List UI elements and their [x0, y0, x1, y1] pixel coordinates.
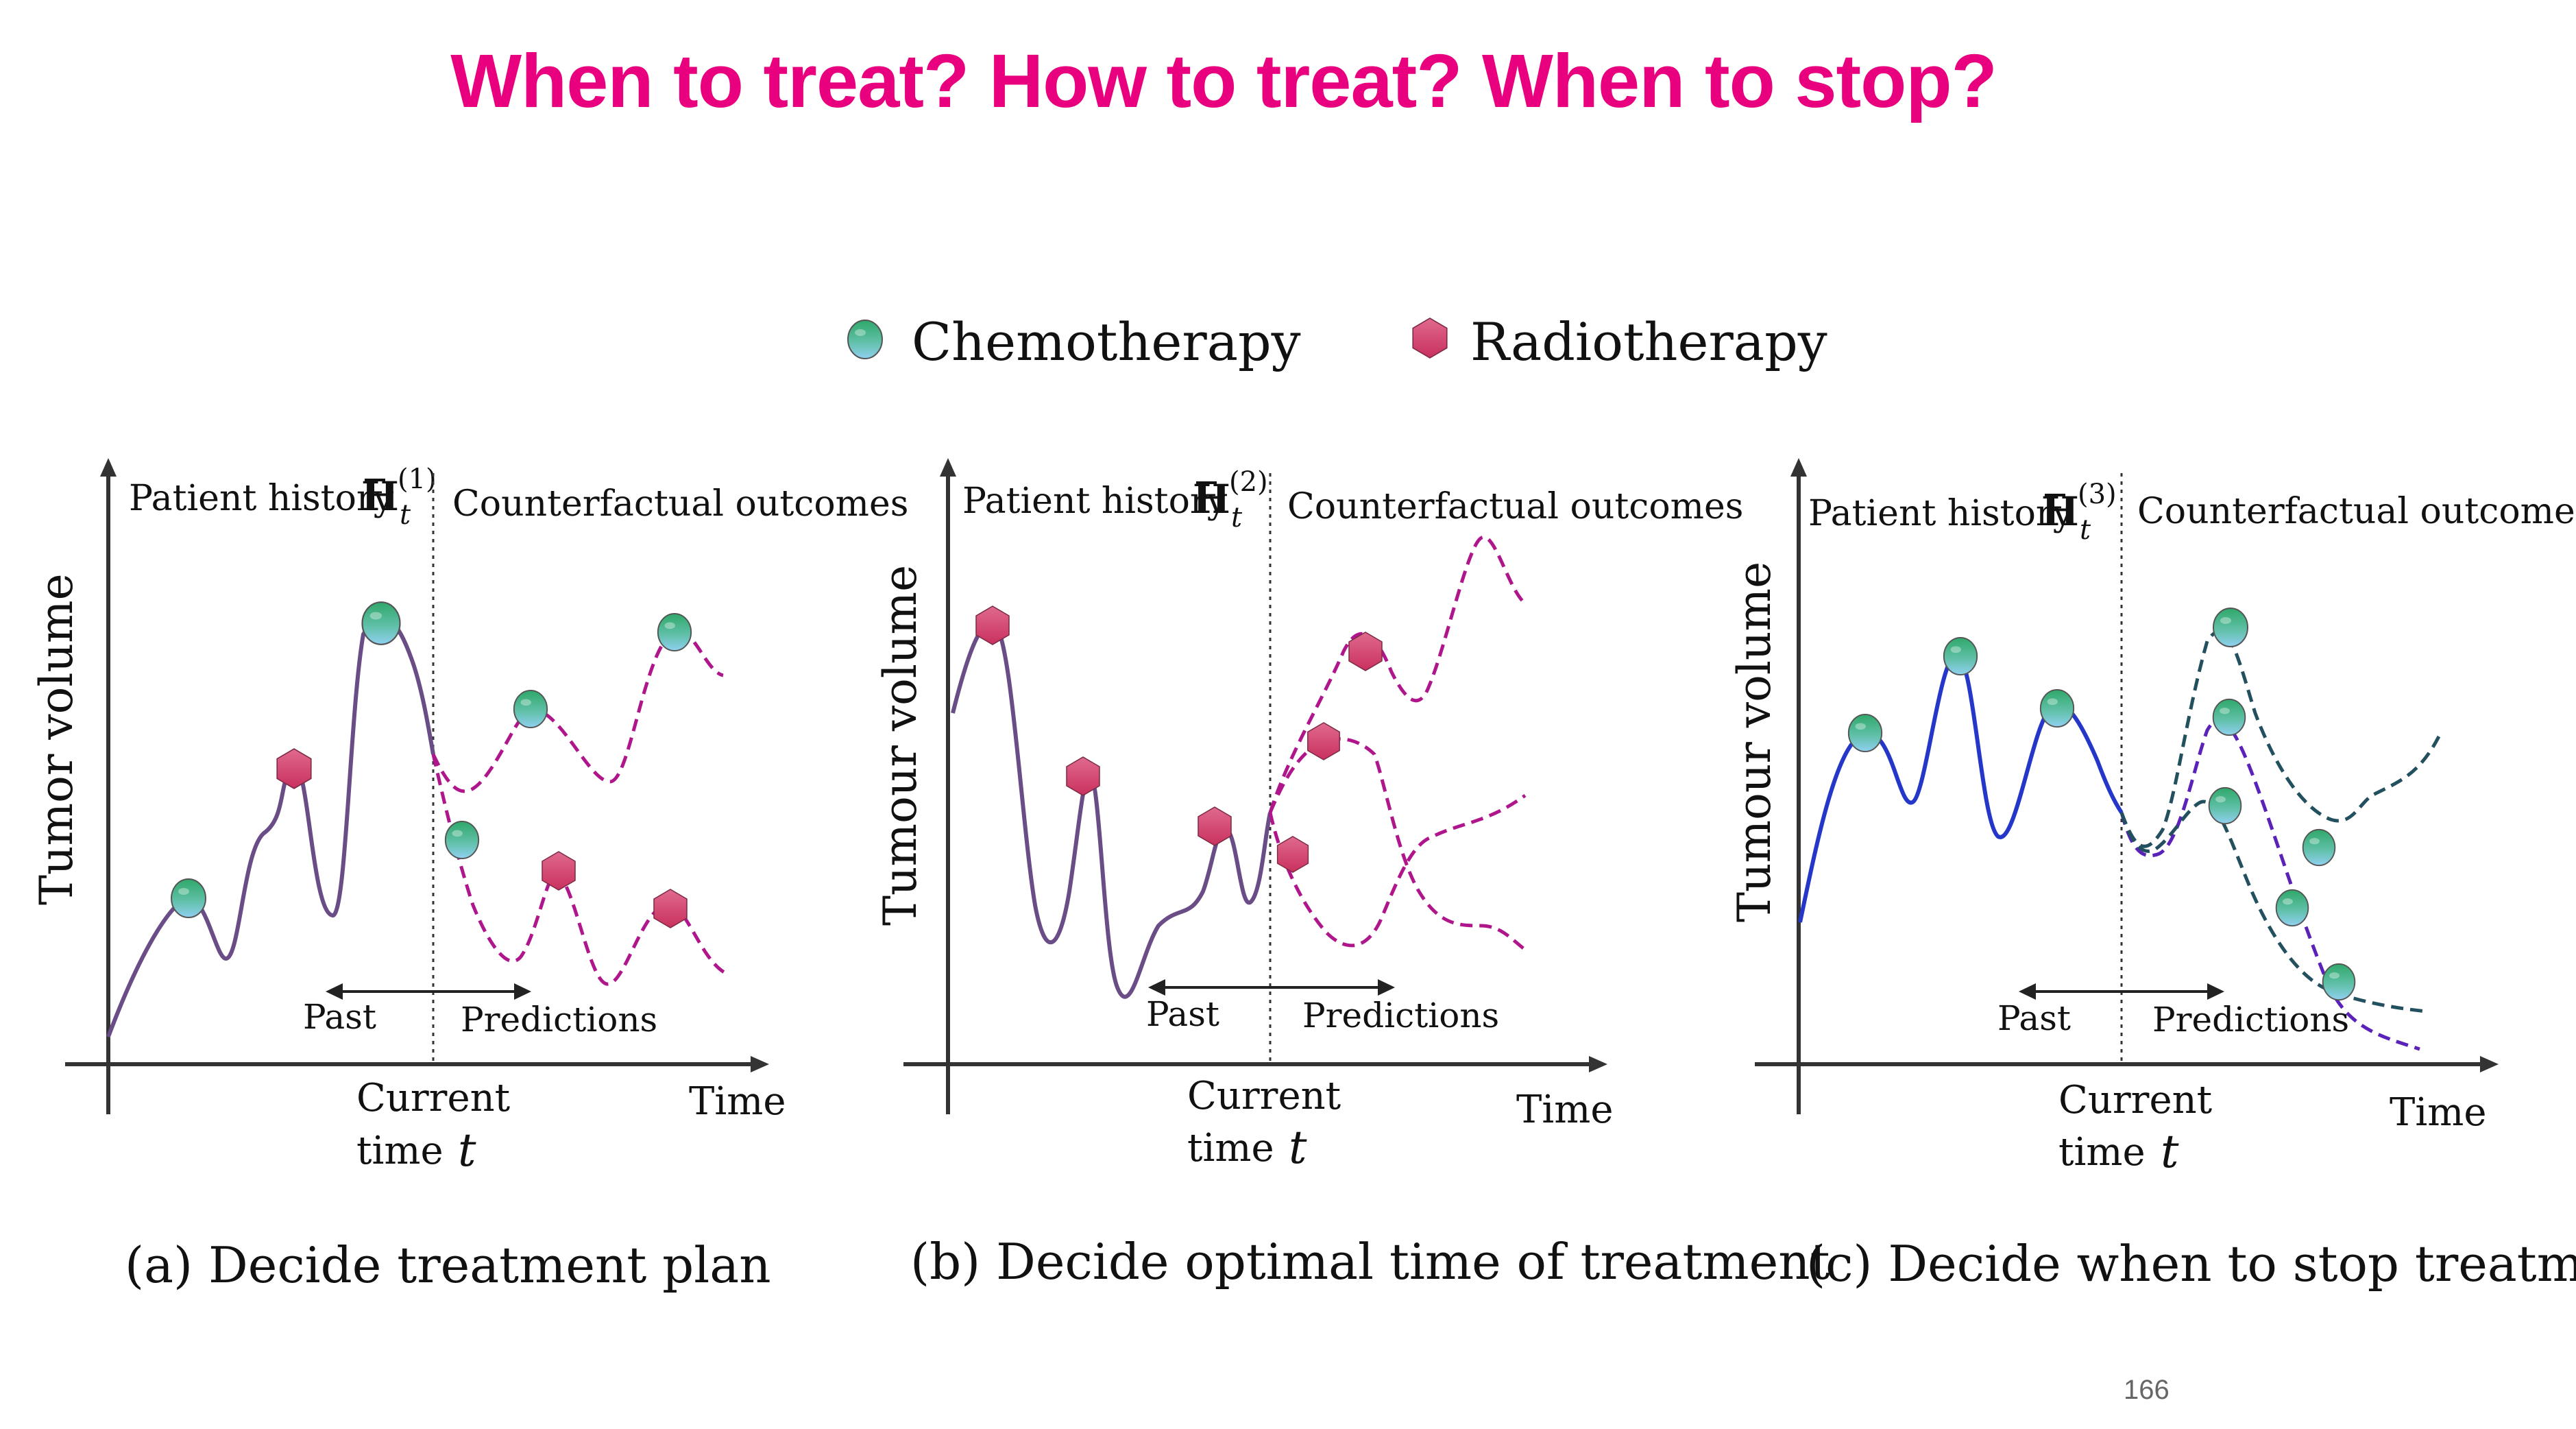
prediction-curve-lower: [1268, 793, 1527, 948]
slide-title: When to treat? How to treat? When to sto…: [450, 39, 1997, 123]
legend-radiotherapy-label: Radiotherapy: [1470, 311, 1827, 372]
patient-history-curve: [1798, 653, 2124, 923]
y-axis-label: Tumor volume: [30, 573, 83, 905]
chemotherapy-marker: [2322, 963, 2356, 1001]
history-symbol: H t (2): [1193, 466, 1268, 533]
chemotherapy-marker: [1943, 636, 1978, 676]
predictions-label: Predictions: [461, 1000, 657, 1040]
radiotherapy-marker: [1307, 722, 1340, 760]
chemotherapy-marker: [2039, 688, 2075, 728]
panel-b: Tumour volume Patient history H t (2) Co…: [874, 458, 1830, 1290]
panel-caption: (b) Decide optimal time of treatment: [910, 1233, 1830, 1290]
radiotherapy-marker: [653, 889, 688, 928]
chemotherapy-marker: [1847, 713, 1883, 753]
radiotherapy-marker: [975, 605, 1010, 645]
current-time-variable: t: [2161, 1125, 2179, 1178]
current-time-label: Current: [356, 1076, 511, 1120]
svg-text:(2): (2): [1229, 466, 1268, 498]
chemotherapy-marker: [2302, 828, 2336, 867]
y-axis-label: Tumour volume: [1728, 562, 1781, 922]
radiotherapy-marker: [1198, 806, 1232, 846]
chemotherapy-marker: [657, 612, 692, 652]
chemotherapy-marker: [171, 878, 206, 918]
prediction-curve-purple: [2119, 719, 2420, 1051]
chemotherapy-marker: [2213, 608, 2248, 647]
panel-c: Tumour volume Patient history H t (3) Co…: [1728, 458, 2576, 1293]
current-time-label-line2: time: [356, 1129, 443, 1173]
current-time-variable: t: [1289, 1121, 1307, 1174]
time-axis-label: Time: [2390, 1090, 2487, 1135]
radiotherapy-marker: [1276, 836, 1309, 873]
svg-text:t: t: [2080, 514, 2091, 546]
prediction-curve-upper: [1268, 535, 1527, 813]
patient-history-curve: [106, 616, 435, 1038]
panel-a: Tumor volume Patient history H t (1) Cou…: [30, 458, 908, 1294]
radiotherapy-marker: [276, 748, 312, 789]
panel-caption: (c) Decide when to stop treatment: [1806, 1235, 2576, 1293]
radiotherapy-icon: [1412, 317, 1448, 359]
past-label: Past: [1146, 994, 1219, 1034]
predictions-label: Predictions: [2152, 1000, 2349, 1040]
history-label: Patient history: [962, 481, 1228, 522]
past-label: Past: [303, 997, 376, 1037]
chemotherapy-marker: [2208, 786, 2242, 825]
counterfactual-label: Counterfactual outcomes: [452, 483, 908, 525]
chemotherapy-marker: [361, 601, 401, 645]
current-time-label-line2: time: [2058, 1130, 2146, 1175]
time-axis-label: Time: [1516, 1088, 1614, 1132]
history-symbol: H t (1): [361, 464, 437, 531]
prediction-curve-teal-upper: [2119, 629, 2442, 848]
chemotherapy-marker: [2212, 698, 2246, 736]
history-label: Patient history: [1808, 493, 2074, 534]
panel-caption: (a) Decide treatment plan: [125, 1236, 771, 1294]
time-axis-label: Time: [689, 1079, 786, 1124]
page-number: 166: [2124, 1375, 2170, 1405]
prediction-curve-middle: [1268, 737, 1527, 951]
counterfactual-label: Counterfactual outcomes: [2137, 491, 2576, 532]
y-axis-label: Tumour volume: [874, 565, 927, 926]
current-time-label: Current: [2058, 1078, 2213, 1122]
svg-text:t: t: [400, 499, 411, 531]
current-time-variable: t: [458, 1124, 476, 1177]
current-time-label-line2: time: [1187, 1126, 1274, 1170]
svg-text:(3): (3): [2078, 479, 2117, 510]
legend-chemotherapy-label: Chemotherapy: [912, 311, 1301, 372]
counterfactual-label: Counterfactual outcomes: [1287, 486, 1743, 527]
svg-text:(1): (1): [398, 464, 437, 495]
history-symbol: H t (3): [2041, 479, 2117, 546]
history-label: Patient history: [129, 478, 394, 519]
prediction-curve-upper: [431, 628, 724, 793]
prediction-curve-teal-lower: [2119, 800, 2427, 1013]
chemotherapy-marker: [2275, 889, 2309, 927]
prediction-curve-lower: [431, 754, 728, 986]
predictions-label: Predictions: [1302, 996, 1499, 1035]
legend: Chemotherapy Radiotherapy: [847, 311, 1827, 372]
patient-history-curve: [951, 621, 1272, 999]
svg-text:t: t: [1231, 502, 1243, 533]
past-label: Past: [1997, 998, 2071, 1038]
chemotherapy-marker: [513, 689, 548, 729]
chemotherapy-marker: [444, 820, 480, 860]
current-time-label: Current: [1187, 1074, 1341, 1118]
chemotherapy-icon: [847, 320, 883, 359]
